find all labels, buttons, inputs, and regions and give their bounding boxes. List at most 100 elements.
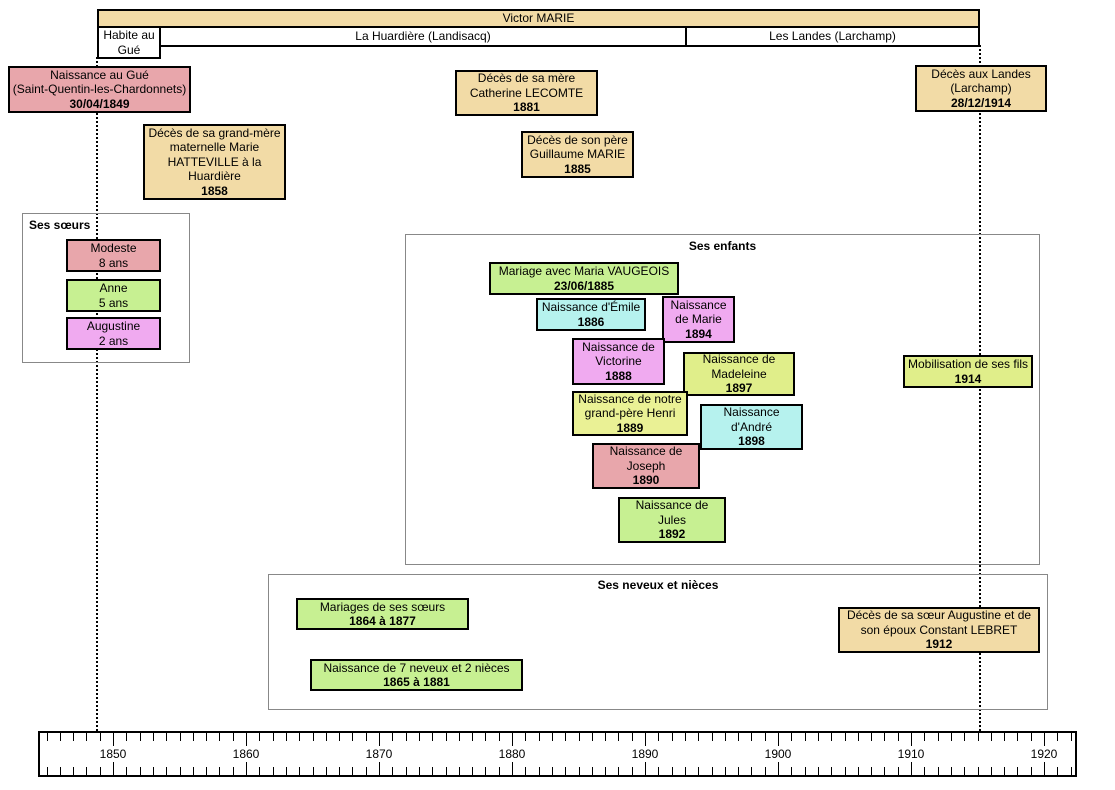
residence-bar-gue[interactable]: Habite au Gué bbox=[97, 26, 161, 59]
group-sisters bbox=[22, 213, 190, 363]
event-label: Naissance de 7 neveux et 2 nièces bbox=[323, 660, 510, 675]
year-tick bbox=[724, 767, 726, 775]
year-tick bbox=[365, 733, 367, 741]
event-mariage-vaugeois[interactable]: Mariage avec Maria VAUGEOIS 23/06/1885 bbox=[489, 262, 679, 295]
year-tick bbox=[817, 733, 819, 741]
year-tick bbox=[472, 733, 474, 741]
year-tick bbox=[246, 762, 247, 775]
year-tick bbox=[139, 767, 141, 775]
year-tick bbox=[565, 733, 567, 741]
year-tick bbox=[73, 767, 75, 775]
year-tick bbox=[299, 733, 301, 741]
year-tick bbox=[711, 767, 713, 775]
year-tick bbox=[392, 767, 394, 775]
event-naissance-madeleine[interactable]: Naissance de Madeleine 1897 bbox=[683, 352, 795, 396]
year-tick bbox=[392, 733, 394, 741]
year-tick bbox=[379, 762, 380, 775]
timeline-axis: 1850 1860 1870 1880 1890 1900 1910 1920 bbox=[38, 731, 1077, 777]
group-children-title: Ses enfants bbox=[688, 239, 757, 253]
event-label: Anne 5 ans bbox=[98, 281, 129, 310]
event-naissance-emile[interactable]: Naissance d'Émile 1886 bbox=[536, 298, 646, 331]
event-mobilisation-fils[interactable]: Mobilisation de ses fils 1914 bbox=[903, 355, 1033, 388]
year-tick bbox=[977, 767, 979, 775]
event-deces-mere[interactable]: Décès de sa mère Catherine LECOMTE 1881 bbox=[455, 70, 598, 116]
year-tick bbox=[738, 767, 740, 775]
year-tick bbox=[551, 767, 553, 775]
year-tick bbox=[339, 733, 341, 741]
event-naissance-victorine[interactable]: Naissance de Victorine 1888 bbox=[572, 338, 665, 385]
residence-bar-huardiere[interactable]: La Huardière (Landisacq) bbox=[159, 26, 687, 47]
event-sister-modeste[interactable]: Modeste 8 ans bbox=[66, 239, 161, 272]
year-tick bbox=[911, 762, 912, 775]
event-naissance-joseph[interactable]: Naissance de Joseph 1890 bbox=[592, 443, 700, 489]
event-label: Décès de sa mère Catherine LECOMTE bbox=[469, 71, 584, 100]
year-tick bbox=[405, 767, 407, 775]
event-date: 1898 bbox=[738, 434, 765, 449]
year-tick bbox=[645, 762, 646, 775]
year-tick bbox=[804, 767, 806, 775]
event-deces-grand-mere[interactable]: Décès de sa grand-mère maternelle Marie … bbox=[143, 124, 286, 200]
event-deces-augustine-lebret[interactable]: Décès de sa sœur Augustine et de son épo… bbox=[838, 607, 1040, 653]
event-date: 1886 bbox=[577, 314, 605, 329]
year-tick bbox=[113, 733, 114, 746]
event-label: Naissance de Madeleine bbox=[702, 352, 776, 381]
event-naissance-jules[interactable]: Naissance de Jules 1892 bbox=[618, 497, 726, 543]
year-tick bbox=[871, 733, 873, 741]
year-tick bbox=[591, 767, 593, 775]
year-tick bbox=[724, 733, 726, 741]
event-sister-augustine[interactable]: Augustine 2 ans bbox=[66, 317, 161, 350]
residence-bar-landes[interactable]: Les Landes (Larchamp) bbox=[685, 26, 980, 47]
year-tick bbox=[671, 733, 673, 741]
year-tick bbox=[990, 733, 992, 741]
event-naissance-neveux[interactable]: Naissance de 7 neveux et 2 nièces 1865 à… bbox=[310, 659, 523, 691]
event-naissance-gue[interactable]: Naissance au Gué (Saint-Quentin-les-Char… bbox=[8, 66, 191, 113]
person-name: Victor MARIE bbox=[502, 11, 575, 26]
year-tick bbox=[964, 767, 966, 775]
event-deces-landes[interactable]: Décès aux Landes (Larchamp) 28/12/1914 bbox=[915, 65, 1047, 112]
event-naissance-marie[interactable]: Naissance de Marie 1894 bbox=[662, 296, 735, 343]
year-tick bbox=[565, 767, 567, 775]
year-tick bbox=[432, 733, 434, 741]
year-tick bbox=[152, 733, 154, 741]
year-tick bbox=[86, 733, 88, 741]
event-label: Augustine 2 ans bbox=[86, 319, 141, 348]
year-tick bbox=[152, 767, 154, 775]
event-sister-anne[interactable]: Anne 5 ans bbox=[66, 279, 161, 312]
event-mariages-soeurs[interactable]: Mariages de ses sœurs 1864 à 1877 bbox=[296, 598, 469, 630]
year-tick bbox=[857, 733, 859, 741]
year-tick bbox=[884, 767, 886, 775]
event-naissance-andre[interactable]: Naissance d'André 1898 bbox=[700, 404, 803, 450]
event-deces-pere[interactable]: Décès de son père Guillaume MARIE 1885 bbox=[521, 131, 634, 178]
event-date: 1897 bbox=[725, 381, 753, 396]
year-tick bbox=[285, 733, 287, 741]
event-label: Naissance de Marie bbox=[670, 297, 727, 327]
year-tick bbox=[418, 767, 420, 775]
year-tick bbox=[684, 767, 686, 775]
year-tick bbox=[379, 733, 380, 746]
year-tick bbox=[352, 767, 354, 775]
year-tick bbox=[698, 767, 700, 775]
year-tick bbox=[166, 733, 168, 741]
year-tick bbox=[272, 767, 274, 775]
event-label: Décès de sa grand-mère maternelle Marie … bbox=[148, 126, 281, 184]
year-tick bbox=[631, 767, 633, 775]
year-tick bbox=[950, 733, 952, 741]
year-tick bbox=[113, 762, 114, 775]
year-tick bbox=[605, 767, 607, 775]
year-tick bbox=[485, 733, 487, 741]
year-tick bbox=[1044, 762, 1045, 775]
year-tick bbox=[512, 733, 513, 746]
year-tick bbox=[605, 733, 607, 741]
event-naissance-henri[interactable]: Naissance de notre grand-père Henri 1889 bbox=[572, 391, 688, 436]
year-tick bbox=[498, 733, 500, 741]
year-tick bbox=[578, 767, 580, 775]
group-sisters-title: Ses sœurs bbox=[29, 218, 91, 232]
person-bar[interactable]: Victor MARIE bbox=[97, 9, 980, 28]
event-date: 1881 bbox=[513, 100, 540, 115]
year-tick bbox=[897, 733, 899, 741]
year-tick bbox=[977, 733, 979, 741]
event-date: 1894 bbox=[685, 326, 712, 341]
decade-label: 1850 bbox=[99, 747, 127, 761]
event-date: 1864 à 1877 bbox=[349, 614, 416, 628]
decade-label: 1920 bbox=[1030, 747, 1058, 761]
